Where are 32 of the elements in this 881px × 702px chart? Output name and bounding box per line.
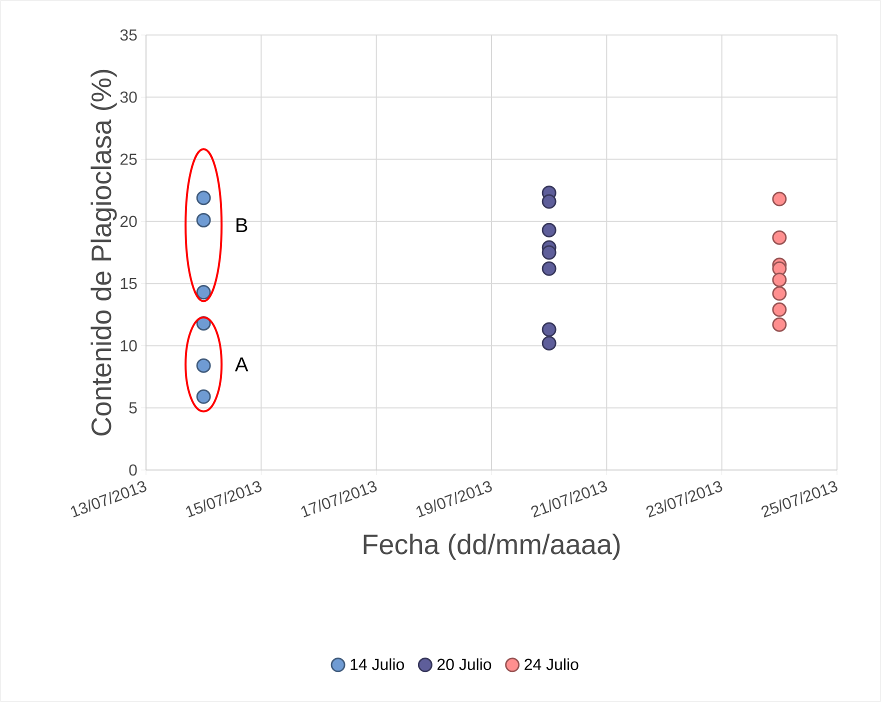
- y-tick-label: 10: [120, 340, 137, 352]
- point: [542, 245, 556, 260]
- legend-label: 20 Julio: [437, 658, 492, 670]
- annotation: A: [234, 357, 248, 372]
- point: [196, 358, 211, 373]
- point: [196, 389, 211, 404]
- point: [772, 272, 787, 288]
- point: [542, 261, 556, 276]
- point: [772, 230, 787, 245]
- point: [542, 194, 556, 209]
- y-tick-label: 0: [129, 464, 137, 476]
- y-tick-label: 15: [120, 278, 137, 290]
- point: [196, 212, 211, 228]
- point: [542, 322, 556, 337]
- point: [772, 286, 787, 301]
- y-tick-label: 35: [120, 29, 137, 41]
- point: [196, 190, 211, 206]
- point: [542, 336, 556, 350]
- point: [196, 285, 211, 300]
- point: [772, 302, 787, 317]
- y-tick-label: 20: [120, 216, 137, 228]
- legend-label: 14 Julio: [350, 658, 404, 670]
- y-tick-label: 5: [129, 402, 137, 414]
- legend-label: 24 Julio: [524, 658, 578, 670]
- point: [772, 317, 787, 332]
- y-tick-label: 25: [120, 154, 137, 165]
- point: [772, 192, 787, 206]
- point: [542, 222, 556, 238]
- y-tick-label: 30: [120, 91, 137, 103]
- y-axis-title: Contenido de Plagioclasa (%): [90, 70, 117, 436]
- annotation: B: [236, 218, 248, 232]
- x-axis-title: Fecha (dd/mm/aaaa): [364, 534, 620, 560]
